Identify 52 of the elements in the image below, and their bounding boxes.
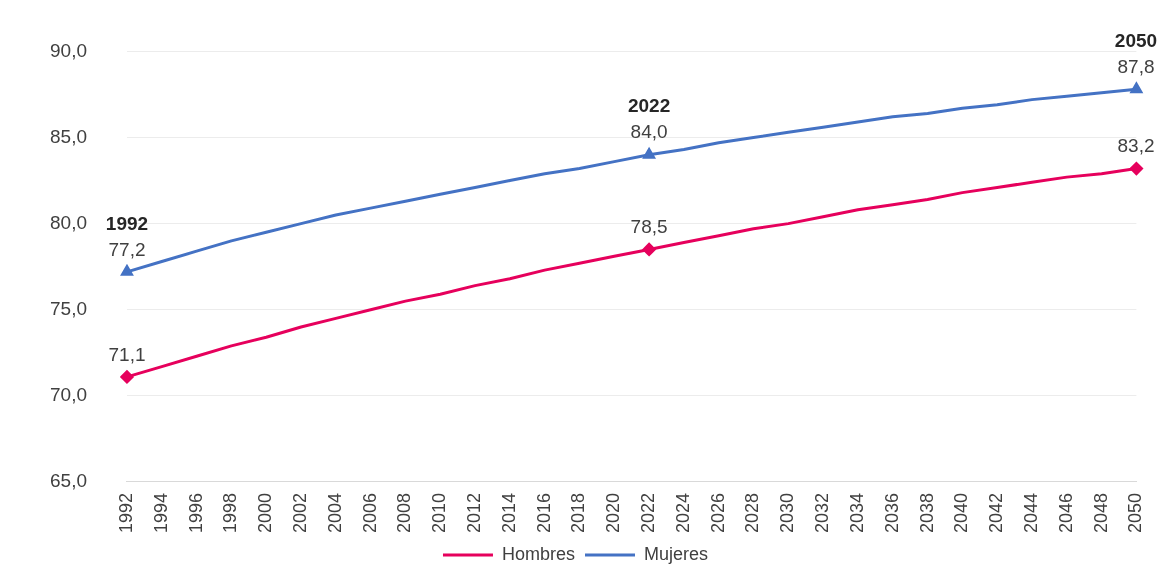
data-label: 78,5 — [630, 216, 668, 238]
y-tick-label: 90,0 — [50, 39, 87, 61]
x-tick-label: 2008 — [394, 492, 415, 533]
point — [121, 265, 133, 276]
x-tick-label: 2030 — [777, 492, 798, 533]
x-tick-label: 2022 — [638, 492, 659, 533]
data-label: 71,1 — [108, 343, 146, 365]
y-tick-label: 75,0 — [50, 297, 87, 319]
x-tick-label: 2018 — [568, 492, 589, 533]
x-tick-label: 2016 — [533, 492, 554, 533]
y-tick-label: 65,0 — [50, 470, 87, 492]
y-tick-label: 85,0 — [50, 125, 87, 147]
point — [642, 242, 656, 256]
x-tick-label: 1998 — [220, 492, 241, 533]
legend-label: Hombres — [501, 543, 576, 564]
x-tick-label: 1996 — [185, 492, 206, 533]
annotation: 1992 — [105, 212, 149, 234]
x-tick-label: 2032 — [812, 492, 833, 533]
data-label: 83,2 — [1117, 135, 1155, 157]
x-tick-label: 2036 — [881, 492, 902, 533]
x-tick-label: 2002 — [289, 492, 310, 533]
point — [1130, 82, 1143, 94]
x-tick-label: 2050 — [1125, 492, 1146, 533]
x-tick-label: 2010 — [429, 492, 450, 533]
x-tick-label: 2026 — [707, 492, 728, 533]
x-tick-label: 2034 — [846, 492, 867, 533]
annotation: 2022 — [627, 95, 671, 117]
point — [1129, 162, 1143, 176]
x-tick-label: 2046 — [1055, 492, 1076, 533]
x-tick-label: 2014 — [498, 492, 519, 533]
y-tick-label: 80,0 — [50, 211, 87, 233]
annotation: 2050 — [1114, 30, 1158, 52]
x-tick-label: 2012 — [464, 492, 485, 533]
x-tick-label: 1994 — [150, 492, 171, 533]
data-label: 87,8 — [1117, 56, 1155, 78]
x-tick-label: 2042 — [986, 492, 1007, 533]
data-label: 84,0 — [630, 121, 668, 143]
legend-label: Mujeres — [644, 543, 709, 564]
x-tick-label: 2024 — [672, 492, 693, 533]
x-tick-label: 2040 — [951, 492, 972, 533]
x-tick-label: 2004 — [324, 492, 345, 533]
x-tick-label: 2020 — [603, 492, 624, 533]
data-label: 77,2 — [108, 238, 146, 260]
x-tick-label: 2000 — [255, 492, 276, 533]
x-tick-label: 1992 — [115, 492, 136, 533]
x-tick-label: 2038 — [916, 492, 937, 533]
y-tick-label: 70,0 — [50, 384, 87, 406]
x-tick-label: 2028 — [742, 492, 763, 533]
x-tick-label: 2006 — [359, 492, 380, 533]
x-tick-label: 2048 — [1090, 492, 1111, 533]
x-tick-label: 2044 — [1020, 492, 1041, 533]
point — [120, 370, 134, 384]
